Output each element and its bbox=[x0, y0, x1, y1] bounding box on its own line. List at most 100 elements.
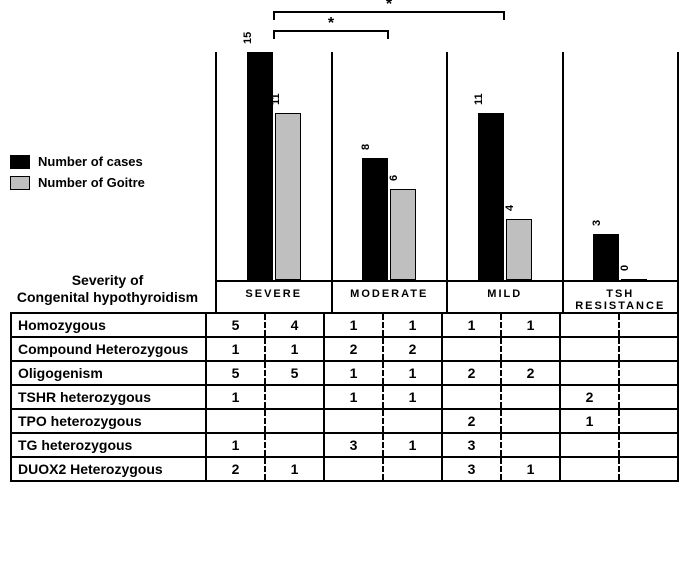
group-label: SEVERE bbox=[217, 282, 331, 312]
table-row: DUOX2 Heterozygous2131 bbox=[11, 457, 678, 481]
table-cell bbox=[560, 457, 619, 481]
table-cell: 3 bbox=[442, 433, 501, 457]
table-cell bbox=[501, 409, 560, 433]
table-cell: 2 bbox=[324, 337, 383, 361]
table-cell: 1 bbox=[206, 385, 265, 409]
bar-goitre bbox=[275, 113, 301, 280]
legend-swatch bbox=[10, 176, 30, 190]
data-table: Homozygous541111Compound Heterozygous112… bbox=[10, 312, 679, 482]
legend-label: Number of Goitre bbox=[38, 175, 145, 190]
bar-wrap-cases: 8 bbox=[362, 158, 388, 280]
table-cell bbox=[560, 313, 619, 337]
bar-goitre bbox=[506, 219, 532, 280]
table-cell: 1 bbox=[501, 313, 560, 337]
table-row: TSHR heterozygous1112 bbox=[11, 385, 678, 409]
bar-value-label: 8 bbox=[360, 144, 372, 150]
table-title-line2: Congenital hypothyroidism bbox=[17, 289, 198, 305]
table-cell bbox=[324, 409, 383, 433]
bar-value-label: 4 bbox=[504, 205, 516, 211]
table-cell bbox=[560, 361, 619, 385]
row-label: DUOX2 Heterozygous bbox=[11, 457, 206, 481]
bar-group-2: 114MILD bbox=[446, 52, 562, 312]
bar-wrap-cases: 15 bbox=[247, 52, 273, 280]
table-row: Oligogenism551122 bbox=[11, 361, 678, 385]
bar-wrap-cases: 11 bbox=[478, 113, 504, 280]
table-cell: 1 bbox=[501, 457, 560, 481]
table-row: Homozygous541111 bbox=[11, 313, 678, 337]
table-cell bbox=[619, 409, 678, 433]
table-cell: 2 bbox=[442, 409, 501, 433]
table-cell bbox=[619, 313, 678, 337]
bar-cases bbox=[593, 234, 619, 280]
table-cell: 1 bbox=[206, 337, 265, 361]
table-row: TG heterozygous1313 bbox=[11, 433, 678, 457]
table-cell: 1 bbox=[206, 433, 265, 457]
table-row: TPO heterozygous 2 1 bbox=[11, 409, 678, 433]
figure-root: Number of casesNumber of Goitre ** 1511S… bbox=[10, 10, 679, 482]
table-cell: 5 bbox=[206, 361, 265, 385]
bar-cases bbox=[362, 158, 388, 280]
table-cell bbox=[442, 337, 501, 361]
legend-item-1: Number of Goitre bbox=[10, 175, 205, 190]
table-row: Compound Heterozygous1122 bbox=[11, 337, 678, 361]
bar-value-label: 15 bbox=[242, 32, 254, 44]
table-cell: 1 bbox=[442, 313, 501, 337]
table-cell: 1 bbox=[383, 433, 442, 457]
bar-group-3: 30 TSHRESISTANCE bbox=[562, 52, 680, 312]
table-cell bbox=[619, 361, 678, 385]
legend-label: Number of cases bbox=[38, 154, 143, 169]
bar-value-label: 11 bbox=[270, 93, 282, 105]
bar-wrap-goitre: 0 bbox=[621, 279, 647, 280]
table-cell: 1 bbox=[383, 361, 442, 385]
table-cell: 2 bbox=[206, 457, 265, 481]
table-cell bbox=[501, 337, 560, 361]
table-cell bbox=[619, 337, 678, 361]
table-cell bbox=[560, 433, 619, 457]
table-cell: 1 bbox=[560, 409, 619, 433]
bar-goitre bbox=[390, 189, 416, 280]
sig-star: * bbox=[328, 15, 334, 33]
group-label: MODERATE bbox=[333, 282, 447, 312]
table-cell bbox=[619, 457, 678, 481]
row-label: Compound Heterozygous bbox=[11, 337, 206, 361]
table-cell: 1 bbox=[383, 313, 442, 337]
table-cell bbox=[442, 385, 501, 409]
row-label: TSHR heterozygous bbox=[11, 385, 206, 409]
row-label: Oligogenism bbox=[11, 361, 206, 385]
bar-wrap-goitre: 4 bbox=[506, 219, 532, 280]
legend-swatch bbox=[10, 155, 30, 169]
table-cell: 1 bbox=[324, 361, 383, 385]
bar-value-label: 11 bbox=[473, 93, 485, 105]
legend: Number of cases Number of Goitre bbox=[10, 114, 205, 196]
table-cell: 3 bbox=[324, 433, 383, 457]
group-label: TSHRESISTANCE bbox=[564, 282, 678, 312]
table-title-line1: Severity of bbox=[72, 272, 144, 288]
table-title: Severity of Congenital hypothyroidism bbox=[10, 272, 205, 306]
table-cell: 1 bbox=[324, 313, 383, 337]
legend-item-0: Number of cases bbox=[10, 154, 205, 169]
table-cell bbox=[265, 433, 324, 457]
table-cell: 1 bbox=[265, 457, 324, 481]
sig-bracket-0: * bbox=[273, 11, 505, 13]
table-cell: 1 bbox=[324, 385, 383, 409]
bar-value-label: 6 bbox=[388, 175, 400, 181]
bars-region: 1511SEVERE86MODERATE114MILD30TSHRESISTAN… bbox=[215, 52, 679, 312]
row-label: TPO heterozygous bbox=[11, 409, 206, 433]
bars: 1511 bbox=[217, 52, 331, 282]
row-label: TG heterozygous bbox=[11, 433, 206, 457]
bar-group-1: 86MODERATE bbox=[331, 52, 447, 312]
table-cell: 5 bbox=[265, 361, 324, 385]
bars: 86 bbox=[333, 52, 447, 282]
table-cell bbox=[324, 457, 383, 481]
table-cell: 5 bbox=[206, 313, 265, 337]
bar-cases bbox=[247, 52, 273, 280]
table-cell bbox=[501, 385, 560, 409]
table-cell: 2 bbox=[442, 361, 501, 385]
bar-goitre bbox=[621, 279, 647, 280]
table-cell bbox=[206, 409, 265, 433]
bar-cases bbox=[478, 113, 504, 280]
bar-wrap-cases: 3 bbox=[593, 234, 619, 280]
table-cell bbox=[383, 457, 442, 481]
sig-star: * bbox=[386, 0, 392, 14]
table-cell bbox=[383, 409, 442, 433]
